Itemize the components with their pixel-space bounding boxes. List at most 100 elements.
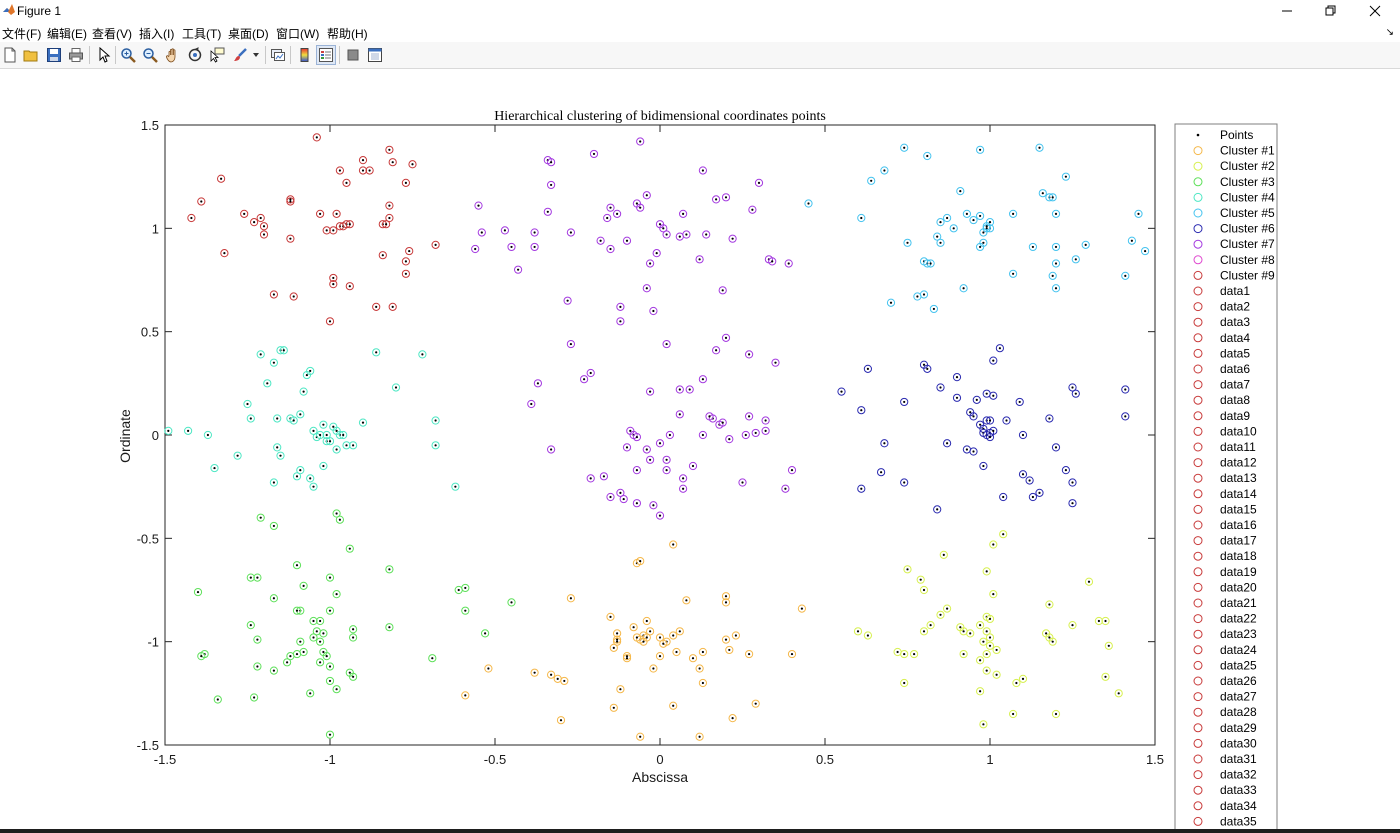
cluster-point-marker: [243, 399, 252, 409]
cluster-point-marker: [1101, 672, 1110, 681]
cluster-point-marker: [349, 672, 358, 681]
legend-marker: [1193, 208, 1203, 218]
cluster-point-marker: [1018, 470, 1028, 479]
cluster-point-marker: [1068, 383, 1077, 392]
data-point: [903, 400, 906, 404]
cluster-point-marker: [372, 348, 381, 357]
pan-button[interactable]: [163, 45, 183, 65]
data-point: [1002, 495, 1005, 499]
data-point: [302, 650, 305, 654]
data-point: [946, 607, 949, 610]
data-point: [965, 448, 969, 451]
legend-entry-label: data18: [1220, 549, 1257, 563]
new-figure-button[interactable]: [0, 45, 20, 65]
cluster-point-marker: [269, 358, 278, 367]
data-point: [381, 254, 384, 257]
data-point: [1021, 473, 1025, 476]
cluster-point-marker: [431, 441, 440, 450]
menu-tools[interactable]: 工具(T): [182, 27, 222, 41]
menu-insert[interactable]: 插入(I): [139, 27, 175, 41]
cluster-point-marker: [966, 629, 975, 638]
y-tick-label: 1.5: [141, 118, 159, 133]
data-point: [256, 665, 259, 668]
menu-file[interactable]: 文件(F): [2, 27, 42, 41]
cluster-point-marker: [1127, 236, 1137, 245]
open-file-button[interactable]: [21, 45, 41, 65]
cluster-point-marker: [682, 596, 691, 605]
zoom-in-button[interactable]: [118, 45, 138, 65]
show-plot-tools-button[interactable]: [365, 45, 385, 65]
data-point: [295, 564, 299, 567]
cluster-point-marker: [606, 203, 615, 212]
data-point: [559, 719, 563, 722]
menu-expand-icon[interactable]: ↘: [1385, 27, 1394, 38]
data-point: [1031, 245, 1034, 249]
cluster-point-marker: [632, 432, 642, 442]
cluster-point-marker: [622, 443, 632, 452]
data-point: [856, 630, 860, 633]
menu-desktop[interactable]: 桌面(D): [228, 27, 269, 41]
data-point: [322, 464, 325, 468]
data-point: [926, 154, 929, 158]
maximize-button[interactable]: [1308, 0, 1354, 22]
figure-canvas: -1.5 -1 -0.5 0 0.5 1 1.5 1.5 1 0.5 0 -0.5 -1 -1.5 Hie…: [0, 69, 1400, 829]
data-point: [962, 652, 965, 656]
data-point: [883, 442, 886, 445]
data-point: [635, 469, 639, 472]
minimize-button[interactable]: [1264, 0, 1310, 22]
data-point: [757, 181, 761, 184]
data-point: [678, 413, 681, 416]
close-button[interactable]: [1352, 0, 1398, 22]
cluster-point-marker: [332, 445, 341, 454]
brush-dropdown-button[interactable]: [251, 45, 261, 65]
data-cursor-button[interactable]: [207, 45, 227, 65]
open-file-icon: [23, 50, 38, 62]
edit-plot-button[interactable]: [94, 45, 114, 65]
menu-view[interactable]: 查看(V): [92, 27, 132, 41]
cluster-point-marker: [636, 732, 645, 741]
cluster-point-marker: [401, 257, 410, 266]
cluster-point-marker: [253, 635, 262, 644]
data-point: [724, 638, 728, 641]
insert-colorbar-button[interactable]: [295, 45, 315, 65]
hide-plot-tools-button[interactable]: [343, 45, 363, 65]
legend-marker: [1193, 426, 1203, 436]
data-point: [312, 619, 315, 623]
cluster-point-marker: [428, 654, 437, 663]
data-point: [411, 163, 414, 166]
zoom-out-button[interactable]: [140, 45, 160, 65]
data-point: [408, 249, 411, 253]
menu-help[interactable]: 帮助(H): [327, 27, 368, 41]
data-point: [348, 285, 351, 288]
data-point: [388, 204, 391, 207]
cluster-point-marker: [1038, 189, 1047, 198]
legend-entry-label: data23: [1220, 627, 1257, 641]
cluster-point-marker: [332, 590, 341, 599]
cluster-point-marker: [325, 573, 335, 582]
data-point: [550, 673, 553, 676]
data-point: [724, 601, 728, 604]
data-point: [319, 212, 322, 215]
cluster-point-marker: [547, 158, 556, 167]
data-point: [253, 696, 256, 699]
cluster-point-marker: [976, 687, 985, 696]
data-point: [639, 140, 642, 143]
cluster-point-marker: [1114, 689, 1123, 698]
insert-legend-button[interactable]: [316, 45, 336, 65]
link-plot-button[interactable]: [268, 45, 288, 65]
rotate-3d-button[interactable]: [185, 45, 205, 65]
cluster-point-marker: [985, 416, 995, 425]
data-point: [926, 367, 929, 370]
print-button[interactable]: [66, 45, 86, 65]
cluster-point-marker: [388, 158, 397, 167]
menu-edit[interactable]: 编辑(E): [47, 27, 87, 41]
data-point: [335, 212, 338, 215]
cluster-point-marker: [1035, 488, 1044, 497]
menu-window[interactable]: 窗口(W): [276, 27, 320, 41]
brush-button[interactable]: [231, 45, 251, 65]
data-point: [658, 442, 662, 445]
data-point: [959, 626, 962, 629]
save-button[interactable]: [44, 45, 64, 65]
cluster-point-marker: [250, 693, 259, 702]
legend-entry-label: data11: [1220, 440, 1256, 454]
